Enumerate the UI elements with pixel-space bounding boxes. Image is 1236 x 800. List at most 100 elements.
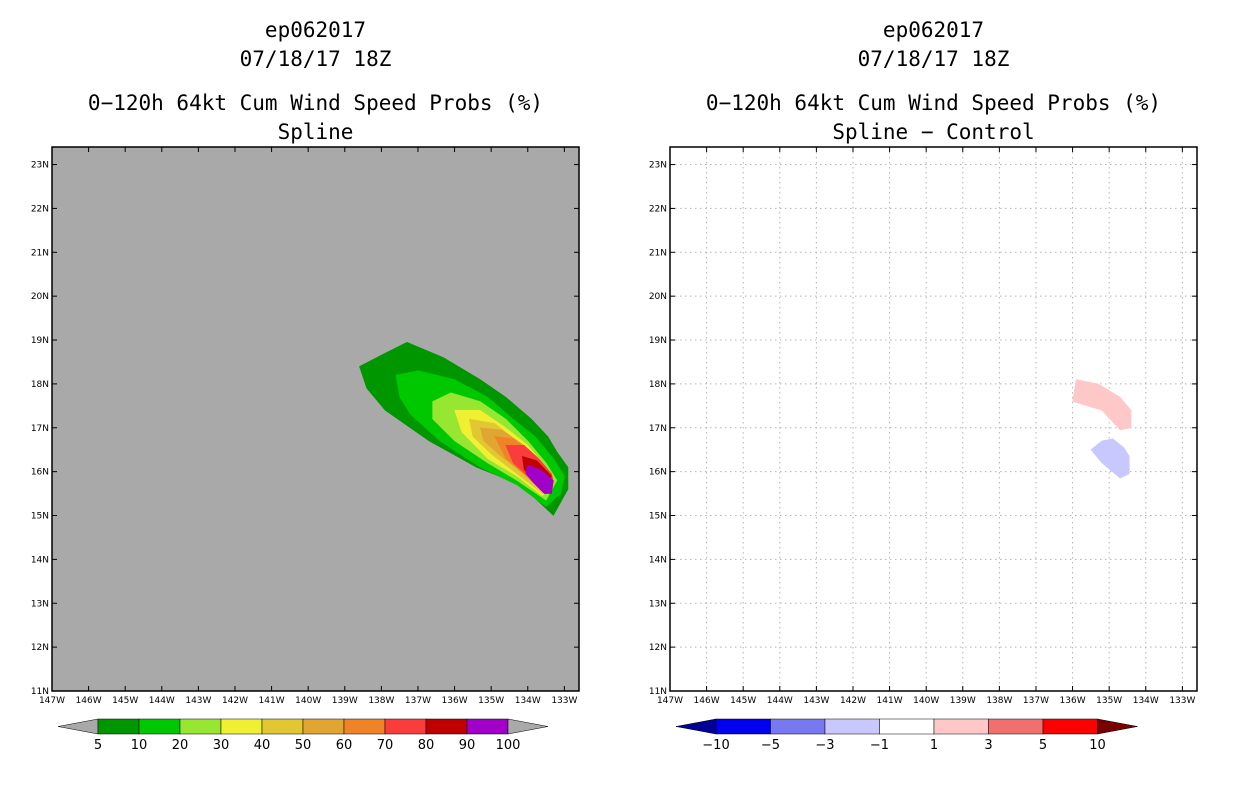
- y-tick-label: 15N: [31, 512, 49, 522]
- colorbar-label: 100: [496, 738, 521, 753]
- right-subtitle: Spline − Control: [832, 120, 1035, 144]
- x-tick-label: 141W: [877, 696, 903, 706]
- colorbar-segment: [824, 718, 880, 735]
- colorbar-label: 3: [984, 738, 992, 753]
- colorbar-label: −3: [815, 738, 834, 753]
- colorbar-segment: [1042, 718, 1098, 735]
- colorbar-segment: [384, 718, 427, 735]
- y-tick-label: 18N: [31, 380, 49, 390]
- x-tick-label: 145W: [730, 696, 756, 706]
- colorbar-over-triangle: [507, 718, 549, 735]
- y-tick-label: 20N: [649, 292, 667, 302]
- right-storm-id: ep062017: [882, 18, 985, 42]
- x-tick-label: 144W: [149, 696, 175, 706]
- y-tick-label: 15N: [649, 512, 667, 522]
- contour-fill: [1072, 379, 1132, 431]
- colorbar-segment: [425, 718, 468, 735]
- x-tick-label: 147W: [657, 696, 683, 706]
- colorbar-label: −10: [702, 738, 729, 753]
- right-datetime: 07/18/17 18Z: [857, 47, 1010, 71]
- x-tick-label: 140W: [913, 696, 939, 706]
- x-tick-label: 133W: [1169, 696, 1195, 706]
- colorbar-segment: [466, 718, 509, 735]
- x-tick-label: 145W: [112, 696, 138, 706]
- colorbar: 5 10 20 30 40 50 60 70 80 90 100: [57, 718, 549, 753]
- colorbar-segment: [988, 718, 1044, 735]
- y-tick-label: 13N: [31, 599, 49, 609]
- colorbar-segment: [933, 718, 989, 735]
- x-tick-label: 137W: [1023, 696, 1049, 706]
- colorbar-segment: [879, 718, 935, 735]
- y-tick-label: 21N: [31, 248, 49, 258]
- chart-panel-2: 147W 146W 145W 144W 143W 142W 141W 140W 139W 138W…: [649, 146, 1198, 753]
- x-tick-label: 146W: [76, 696, 102, 706]
- left-panel-title: ep062017 07/18/17 18Z 0−120h 64kt Cum Wi…: [52, 16, 579, 147]
- y-tick-label: 19N: [649, 336, 667, 346]
- colorbar-label: 1: [930, 738, 938, 753]
- plot-frame: [51, 146, 580, 692]
- contour-fill: [525, 464, 554, 494]
- y-tick-label: 17N: [31, 424, 49, 434]
- colorbar-over-triangle: [1097, 718, 1138, 735]
- colorbar-segment: [302, 718, 345, 735]
- colorbar-segment: [770, 718, 826, 735]
- left-subtitle: Spline: [277, 120, 354, 144]
- contour-fill: [1090, 438, 1130, 479]
- colorbar-segment: [343, 718, 386, 735]
- colorbar-segment: [97, 718, 140, 735]
- colorbar-segment: [715, 718, 771, 735]
- x-tick-label: 142W: [222, 696, 248, 706]
- y-tick-label: 16N: [31, 468, 49, 478]
- y-tick-label: 13N: [649, 599, 667, 609]
- right-product: 0−120h 64kt Cum Wind Speed Probs (%): [705, 91, 1162, 115]
- y-tick-label: 20N: [31, 292, 49, 302]
- y-tick-label: 17N: [649, 424, 667, 434]
- colorbar-label: 80: [418, 738, 435, 753]
- y-tick-label: 18N: [649, 380, 667, 390]
- x-tick-label: 135W: [1096, 696, 1122, 706]
- x-tick-label: 139W: [950, 696, 976, 706]
- x-tick-label: 133W: [551, 696, 577, 706]
- colorbar-label: 50: [295, 738, 312, 753]
- colorbar-label: −5: [761, 738, 780, 753]
- colorbar-under-triangle: [675, 718, 717, 735]
- y-tick-label: 19N: [31, 336, 49, 346]
- y-tick-label: 23N: [31, 161, 49, 171]
- x-tick-label: 134W: [515, 696, 541, 706]
- colorbar-label: 70: [377, 738, 394, 753]
- x-tick-label: 142W: [840, 696, 866, 706]
- colorbar-under-triangle: [57, 718, 99, 735]
- colorbar-label: 5: [94, 738, 102, 753]
- colorbar-segment: [261, 718, 304, 735]
- y-tick-label: 16N: [649, 468, 667, 478]
- colorbar-segment: [138, 718, 181, 735]
- colorbar-segment: [179, 718, 222, 735]
- x-tick-label: 138W: [368, 696, 394, 706]
- y-tick-label: 12N: [31, 643, 49, 653]
- x-tick-label: 138W: [986, 696, 1012, 706]
- y-tick-label: 12N: [649, 643, 667, 653]
- colorbar-label: −1: [870, 738, 889, 753]
- x-tick-label: 134W: [1133, 696, 1159, 706]
- y-tick-label: 14N: [649, 555, 667, 565]
- x-tick-label: 135W: [478, 696, 504, 706]
- colorbar-label: 40: [254, 738, 271, 753]
- y-tick-label: 22N: [31, 204, 49, 214]
- y-tick-label: 11N: [31, 687, 49, 697]
- y-tick-label: 14N: [31, 555, 49, 565]
- left-storm-id: ep062017: [264, 18, 367, 42]
- left-datetime: 07/18/17 18Z: [239, 47, 392, 71]
- x-tick-label: 136W: [442, 696, 468, 706]
- colorbar-label: 10: [1089, 738, 1106, 753]
- colorbar-label: 10: [131, 738, 148, 753]
- plot-frame: [669, 146, 1198, 692]
- colorbar-label: 20: [172, 738, 189, 753]
- colorbar-segment: [220, 718, 263, 735]
- x-tick-label: 143W: [803, 696, 829, 706]
- left-product: 0−120h 64kt Cum Wind Speed Probs (%): [87, 91, 544, 115]
- x-tick-label: 136W: [1060, 696, 1086, 706]
- x-tick-label: 141W: [259, 696, 285, 706]
- x-tick-label: 147W: [39, 696, 65, 706]
- right-panel-title: ep062017 07/18/17 18Z 0−120h 64kt Cum Wi…: [670, 16, 1197, 147]
